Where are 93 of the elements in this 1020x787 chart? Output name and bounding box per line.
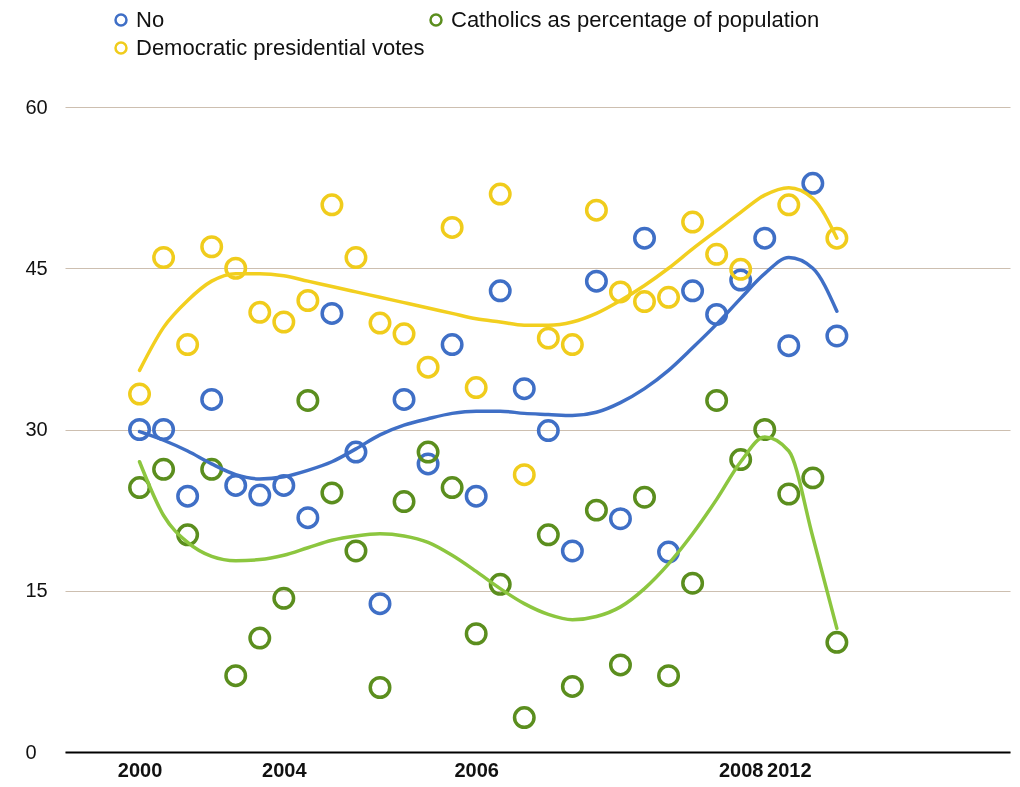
y-tick-label: 45 [25, 256, 48, 279]
point [753, 226, 777, 250]
point [176, 333, 200, 357]
point [248, 300, 272, 324]
x-tick-label: 2000 [117, 758, 163, 781]
point [440, 215, 464, 239]
point [272, 310, 296, 334]
legend-label: Democratic presidential votes [136, 35, 425, 60]
point [608, 280, 632, 304]
point [777, 193, 801, 217]
x-tick-label: 2012 [767, 758, 812, 781]
point [584, 269, 608, 293]
point [224, 664, 248, 688]
point [560, 539, 584, 563]
point [368, 592, 392, 616]
point [152, 246, 176, 269]
point [224, 473, 248, 497]
x-tick-label: 2006 [454, 758, 499, 781]
line-series [137, 435, 839, 631]
point [705, 242, 729, 266]
point [176, 484, 200, 508]
point [320, 481, 344, 505]
point [464, 376, 488, 400]
legend-label: Catholics as percentage of population [451, 7, 820, 32]
point [392, 387, 416, 411]
point [320, 193, 344, 217]
point [392, 322, 416, 346]
point [440, 476, 464, 500]
point [657, 285, 681, 309]
point [128, 418, 152, 441]
point [560, 674, 584, 698]
point [681, 571, 705, 595]
point [128, 382, 152, 406]
point [344, 440, 368, 464]
y-tick-label: 60 [25, 95, 48, 118]
point [512, 706, 536, 730]
point [536, 419, 560, 443]
point [777, 482, 801, 506]
point [777, 334, 801, 358]
point [584, 498, 608, 522]
point [512, 377, 536, 401]
point [224, 256, 248, 280]
point [296, 506, 320, 530]
point [248, 483, 272, 507]
point [488, 182, 512, 206]
point [368, 311, 392, 335]
y-tick-label: 15 [25, 579, 48, 602]
point [272, 473, 296, 497]
point [488, 279, 512, 303]
point [152, 418, 176, 441]
point [392, 490, 416, 513]
point [248, 626, 272, 650]
point [344, 246, 368, 269]
point [633, 290, 656, 314]
point [705, 389, 729, 412]
point [200, 387, 224, 411]
point [296, 289, 320, 312]
point [464, 484, 488, 508]
point [681, 210, 705, 234]
y-tick-label: 0 [25, 740, 37, 763]
point [464, 622, 488, 646]
point [801, 171, 825, 195]
point [825, 630, 849, 654]
point [681, 279, 705, 303]
point [536, 326, 560, 350]
point [729, 257, 753, 281]
x-tick-label: 2008 [718, 758, 764, 781]
point [584, 198, 608, 222]
point [200, 235, 224, 259]
x-tick-label: 2004 [262, 758, 308, 781]
point [416, 440, 440, 464]
point [825, 226, 849, 250]
point [368, 676, 392, 699]
point [440, 333, 464, 357]
point [416, 355, 440, 379]
legend-label: No [136, 7, 165, 32]
point [608, 507, 632, 531]
point [152, 457, 176, 481]
point [320, 301, 344, 325]
point [801, 466, 825, 490]
point [705, 303, 729, 326]
point [608, 653, 632, 677]
y-tick-label: 30 [25, 418, 48, 440]
point [536, 523, 560, 547]
point [560, 333, 584, 357]
point [825, 324, 849, 348]
point [272, 586, 296, 610]
point [633, 485, 656, 509]
point [633, 226, 656, 250]
point [296, 389, 320, 412]
point [657, 664, 681, 688]
point [344, 539, 368, 563]
point [512, 463, 536, 487]
